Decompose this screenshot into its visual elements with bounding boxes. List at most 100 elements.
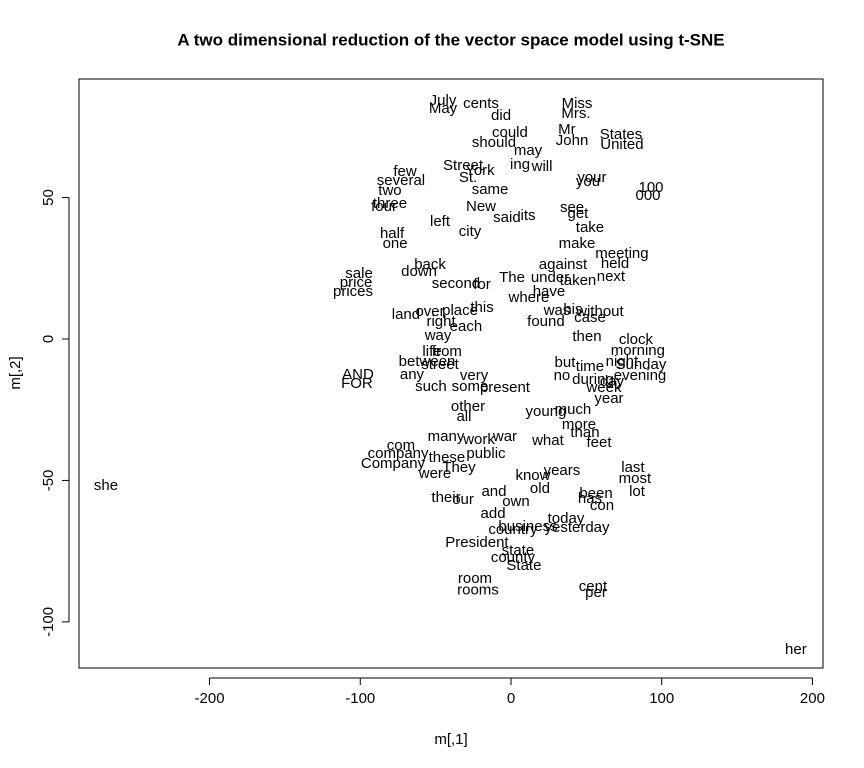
y-tick-label: -50 [40,470,57,492]
word-point: back [414,256,446,273]
word-point: each [450,318,483,335]
word-point: her [785,641,807,658]
word-point: country [488,521,538,538]
word-point: did [491,107,511,124]
chart-title: A two dimensional reduction of the vecto… [177,30,724,49]
word-point: company [368,445,429,462]
word-point: could [492,124,528,141]
word-point: President [445,534,509,551]
word-point: war [492,428,517,445]
y-axis-label: m[,2] [7,356,24,389]
x-tick-label: 100 [649,690,674,707]
word-point: without [575,303,624,320]
word-point: morning [611,342,665,359]
word-point: public [466,445,506,462]
word-point: these [429,449,466,466]
word-point: young [526,403,567,420]
word-point: three [373,195,407,212]
word-point: some [452,378,489,395]
word-point: such [415,378,447,395]
word-point: price [340,274,373,291]
x-tick-label: -200 [195,690,225,707]
word-point: other [451,398,485,415]
word-point: your [577,169,606,186]
word-point: one [383,235,408,252]
word-point: day [600,373,625,390]
word-point: clock [619,331,654,348]
y-tick-label: 50 [40,189,57,206]
word-point: night [606,353,639,370]
word-point: cents [463,95,499,112]
word-point: should [472,134,516,151]
word-point: no [554,367,571,384]
word-point: half [380,225,405,242]
word-point: city [459,223,482,240]
word-point: against [539,256,588,273]
word-point: any [400,366,425,383]
word-point: found [527,313,565,330]
word-point: room [458,570,492,587]
word-point: today [548,510,585,527]
word-point: Street [443,157,484,174]
word-point: from [432,343,462,360]
word-point: much [555,401,592,418]
x-tick-label: -100 [345,690,375,707]
word-point: own [502,493,530,510]
word-point: his [563,301,582,318]
word-point: ing [510,156,530,173]
word-point: street [421,356,459,373]
word-point: Mrs. [561,105,590,122]
word-point: time [576,358,604,375]
word-point: she [94,477,118,494]
word-point: been [579,485,612,502]
word-point: more [562,416,596,433]
word-point: AND [342,366,374,383]
x-tick-label: 200 [800,690,825,707]
word-point: and [481,483,506,500]
x-axis-label: m[,1] [434,731,467,748]
word-point: second [432,275,480,292]
word-point: cent [579,578,608,595]
word-point: con [590,497,614,514]
word-point: State [506,557,541,574]
word-point: land [392,306,420,323]
word-point: New [466,198,496,215]
word-point: 000 [635,187,660,204]
word-point: then [572,328,601,345]
word-point: per [585,584,607,601]
word-point: county [491,549,536,566]
word-point: July [430,92,457,109]
word-point: way [424,327,452,344]
word-point: St. [459,169,477,186]
word-point: under [531,269,569,286]
word-point: during [572,371,614,388]
word-point: get [567,205,589,222]
plot-frame [78,78,824,669]
word-point: you [576,173,600,190]
word-point: feet [587,434,613,451]
y-tick-label: -100 [40,607,57,637]
word-point: what [531,432,565,449]
word-point: over [415,303,444,320]
word-point: was [543,302,571,319]
word-point: make [559,235,596,252]
word-point: Company [361,455,426,472]
word-point: have [533,283,566,300]
word-point: case [574,309,606,326]
word-point: same [472,181,509,198]
word-point: years [544,462,581,479]
word-point: said [493,209,521,226]
word-point: four [371,198,397,215]
word-point: our [452,491,474,508]
word-point: several [377,172,425,189]
word-point: add [481,505,506,522]
word-point: know [515,467,550,484]
word-point: held [601,255,629,272]
word-point: its [521,207,536,224]
word-point: work [462,431,495,448]
word-point: John [556,132,589,149]
word-point: They [442,459,476,476]
word-point: will [531,158,553,175]
x-tick-label: 0 [507,690,515,707]
word-point: last [621,459,645,476]
